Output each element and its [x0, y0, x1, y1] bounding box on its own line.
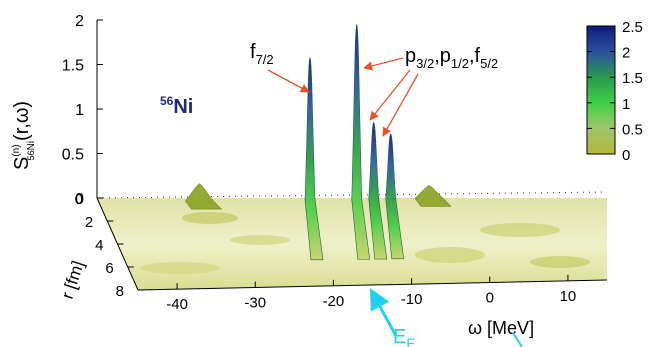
peak-1: [351, 24, 371, 260]
y-axis-label: r [fm]: [58, 259, 88, 302]
x-tick-label-4: 0: [486, 290, 494, 307]
y-tick-label-4: 8: [116, 283, 124, 300]
x-tick-label-0: -40: [166, 296, 188, 313]
peak-3: [385, 133, 405, 260]
y-tick-label-1: 2: [85, 214, 93, 231]
z-tick-label-0: 0: [75, 191, 84, 208]
y-tick-label-3: 6: [105, 260, 113, 277]
fermi-line-lower: [512, 332, 523, 347]
x-axis-label: ω [MeV]: [468, 318, 534, 338]
x-tick-label-5: 10: [560, 288, 577, 305]
colorbar-tick-label-3: 1: [622, 96, 630, 113]
y-tick-label-0: 0: [75, 191, 83, 208]
fermi-arrow: [369, 288, 398, 337]
z-tick-label-4: 2: [75, 13, 84, 30]
peaks-layer: [185, 24, 452, 261]
x-tick-label-3: -10: [401, 291, 423, 308]
peak-0: [304, 57, 324, 261]
f72-label: f7/2: [250, 41, 274, 67]
surface-floor: [97, 198, 607, 290]
group-label: p3/2,p1/2,f5/2: [405, 45, 498, 71]
colorbar-tick-label-2: 1.5: [622, 70, 643, 87]
colorbar-tick-label-1: 2: [622, 45, 630, 62]
colorbar-tick-label-0: 2.5: [622, 19, 643, 36]
peak-2: [368, 122, 388, 260]
y-tick-label-2: 4: [95, 237, 103, 254]
peak-5: [414, 185, 452, 207]
x-tick-label-1: -30: [244, 295, 266, 312]
z-tick-label-1: 0.5: [62, 147, 84, 164]
f72-arrow: [267, 69, 310, 93]
peak-4: [185, 183, 223, 210]
x-axis-ticks: -40 -30 -20 -10 0 10: [166, 274, 577, 313]
z-tick-label-3: 1.5: [62, 58, 84, 75]
group-arrows: [363, 57, 419, 137]
z-axis-label: S(n) 56Ni(r,ω): [11, 101, 37, 170]
fermi-label: EF: [393, 326, 415, 347]
nucleus-label: 56Ni: [160, 94, 193, 118]
z-tick-label-2: 1: [75, 102, 84, 119]
colorbar: [586, 25, 616, 155]
colorbar-ticks: 2.5 2 1.5 1 0.5 0: [587, 19, 643, 164]
surface-texture: [140, 212, 590, 274]
x-tick-label-2: -20: [323, 293, 345, 310]
colorbar-tick-label-5: 0: [622, 147, 630, 164]
colorbar-tick-label-4: 0.5: [622, 121, 643, 138]
